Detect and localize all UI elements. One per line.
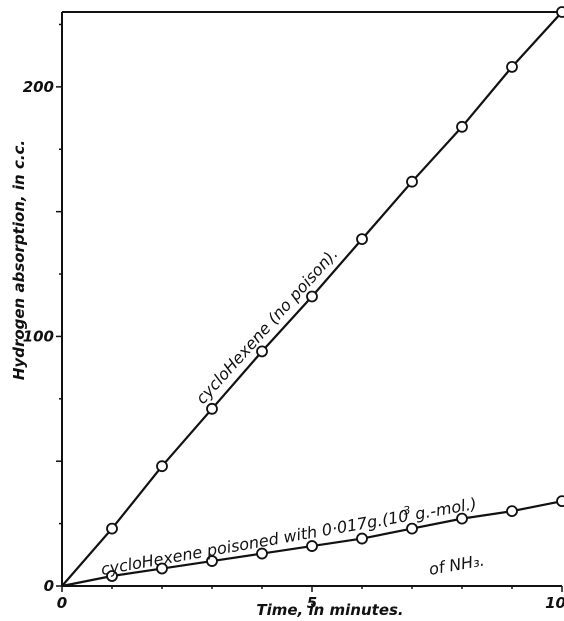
series-2-point	[156, 562, 168, 575]
y-tick-label: 200	[23, 78, 54, 96]
series-2-point	[106, 570, 118, 582]
series-1-annotation: cycloHexene (no poison).	[192, 244, 342, 407]
series-1-point	[156, 460, 168, 473]
series-1-point	[556, 6, 564, 18]
x-tick-label: 0	[57, 594, 67, 612]
series-group	[61, 6, 564, 588]
series-1-point	[256, 345, 268, 358]
series-2-annotation: cycloHexene poisoned with 0·017g.(10 -3 …	[99, 494, 479, 579]
series-2-point	[456, 512, 468, 525]
series-1-point	[406, 175, 418, 188]
series-1-point	[456, 120, 468, 133]
series-1-point	[206, 402, 218, 415]
series-2-point	[306, 540, 318, 552]
series-1-point	[356, 233, 368, 246]
series-2-point	[256, 547, 268, 560]
series-2-point	[506, 505, 518, 518]
x-tick-label: 5	[307, 594, 317, 612]
series-2-annotation-superscript: -3	[398, 504, 411, 519]
y-tick-label: 100	[23, 327, 54, 345]
series-2-annotation-tail: g.-mol.)	[414, 494, 479, 524]
series-2-annotation-of-nh3: of NH₃.	[427, 551, 485, 579]
series-1-point	[506, 61, 518, 73]
x-axis-title: Time, in minutes.	[256, 601, 403, 619]
series-2-point	[406, 522, 418, 535]
series-2-point	[356, 532, 368, 545]
x-tick-label: 10	[545, 594, 564, 612]
series-1-point	[306, 290, 318, 303]
y-axis-title: Hydrogen absorption, in c.c.	[10, 140, 28, 380]
y-tick-label: 0	[44, 577, 54, 595]
ticks: 0 100 200 0 5 10	[23, 23, 564, 612]
series-2-point	[556, 495, 564, 508]
series-1-point	[106, 522, 118, 535]
series-2-point	[206, 555, 218, 567]
